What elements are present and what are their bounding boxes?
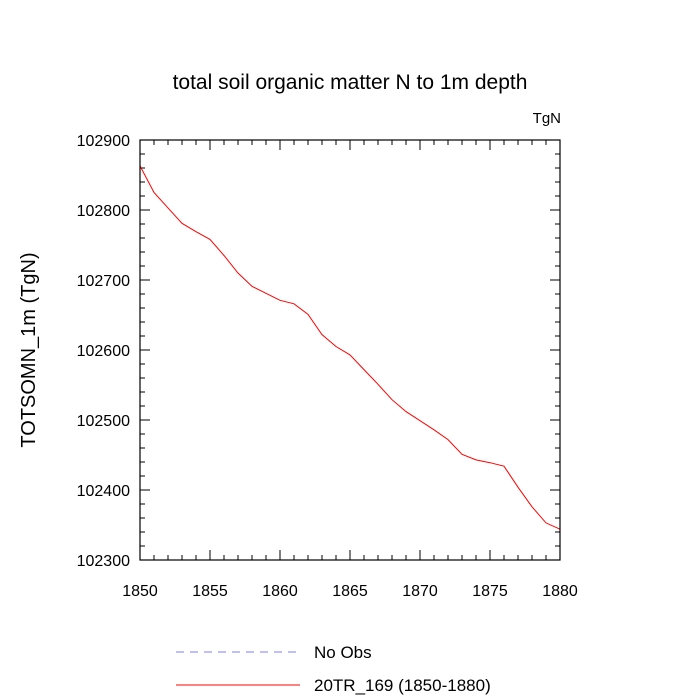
series-line-1 [139,165,561,530]
y-tick-label: 102300 [77,553,130,570]
y-axis-label: TOTSOMN_1m (TgN) [18,252,40,447]
y-tick-label: 102800 [77,203,130,220]
y-tick-label: 102500 [77,413,130,430]
x-tick-label: 1855 [192,583,228,600]
y-tick-label: 102600 [77,343,130,360]
x-tick-label: 1875 [472,583,508,600]
legend-label: 20TR_169 (1850-1880) [314,676,491,695]
axis-ticks [139,139,561,561]
legend-label: No Obs [314,643,372,662]
plot-frame [139,139,561,561]
x-tick-label: 1880 [542,583,578,600]
legend: No Obs 20TR_169 (1850-1880) [176,643,491,695]
units-label: TgN [533,110,561,127]
x-tick-label: 1870 [402,583,438,600]
x-tick-label: 1850 [122,583,158,600]
y-tick-label: 102700 [77,273,130,290]
axis-tick-labels: 1850 1855 1860 1865 1870 1875 1880 102300 102400… [77,133,578,600]
x-tick-label: 1860 [262,583,298,600]
plot-series [139,165,561,530]
y-tick-label: 102400 [77,483,130,500]
y-tick-label: 102900 [77,133,130,150]
x-tick-label: 1865 [332,583,368,600]
chart-title: total soil organic matter N to 1m depth [173,71,528,94]
